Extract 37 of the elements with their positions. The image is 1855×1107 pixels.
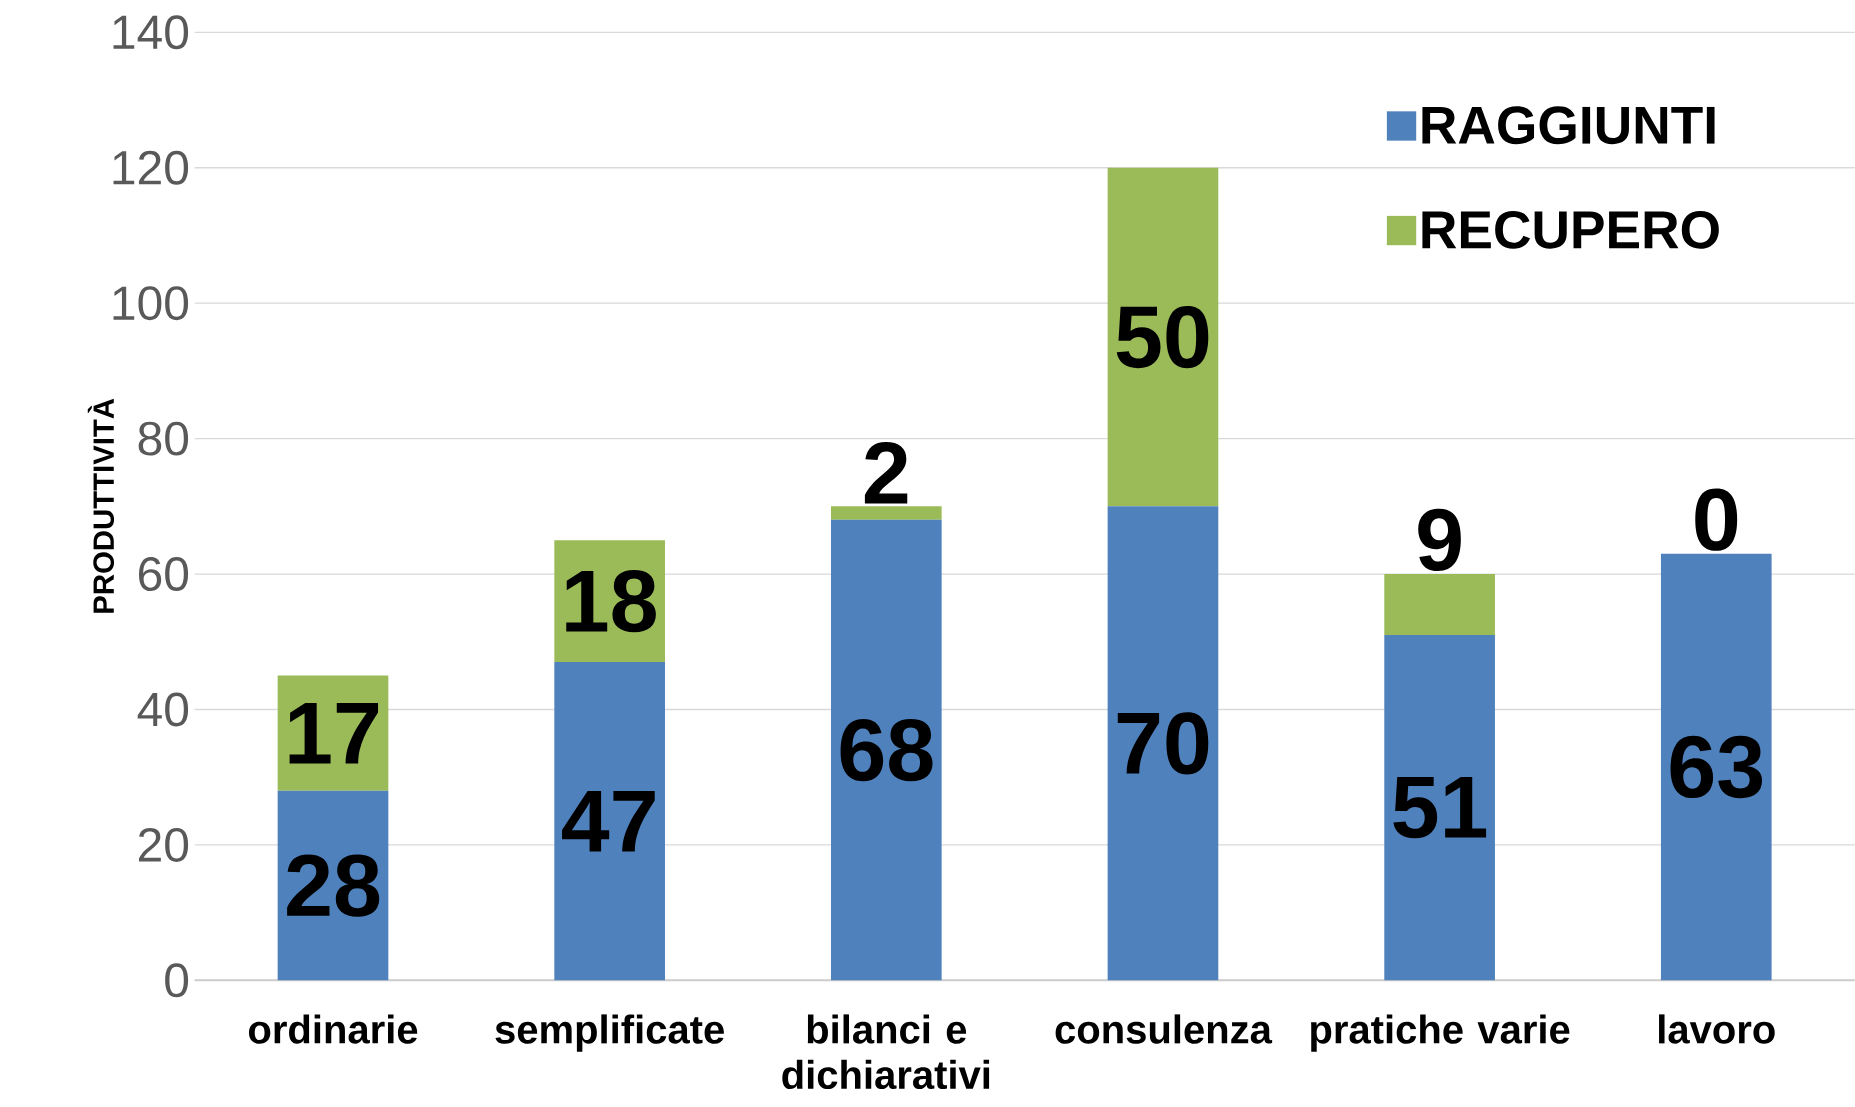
y-tick-label: 100 bbox=[113, 286, 189, 321]
y-tick-label: 140 bbox=[113, 15, 189, 50]
y-tick-label: 80 bbox=[138, 421, 189, 456]
data-label: 2 bbox=[864, 441, 908, 504]
y-axis-title: PRODUTTIVITÀ bbox=[87, 398, 115, 613]
bar bbox=[554, 662, 665, 981]
bar bbox=[1384, 574, 1495, 635]
y-tick-label: 60 bbox=[139, 557, 189, 592]
bar bbox=[1107, 506, 1219, 981]
bar bbox=[830, 519, 942, 981]
bar bbox=[1384, 634, 1495, 981]
data-label: 47 bbox=[562, 790, 655, 852]
data-label: 50 bbox=[1116, 305, 1209, 369]
bar bbox=[830, 506, 942, 520]
data-label: 0 bbox=[1695, 488, 1738, 551]
x-tick-label: semplificate bbox=[495, 1014, 724, 1052]
bar bbox=[1107, 167, 1219, 507]
y-tick-label: 40 bbox=[137, 692, 189, 727]
data-label: 70 bbox=[1117, 712, 1209, 775]
data-label: 28 bbox=[287, 854, 380, 917]
y-tick-label: 0 bbox=[165, 963, 189, 998]
bar bbox=[1660, 553, 1772, 981]
x-tick-label: consulenza bbox=[1055, 1014, 1273, 1044]
x-tick-label: ordinarie bbox=[248, 1014, 418, 1044]
y-tick-label: 20 bbox=[138, 827, 189, 862]
data-label: 68 bbox=[840, 718, 933, 782]
data-label: 63 bbox=[1670, 735, 1763, 799]
y-tick-label: 120 bbox=[113, 150, 189, 185]
legend-label: RAGGIUNTI bbox=[1422, 106, 1715, 145]
data-label: 51 bbox=[1393, 776, 1487, 839]
x-tick-label: bilanci e dichiarativi bbox=[782, 1014, 990, 1090]
x-tick-label: pratiche varie bbox=[1311, 1014, 1570, 1052]
data-label: 18 bbox=[566, 569, 656, 633]
data-label: 17 bbox=[289, 702, 379, 764]
x-tick-label: lavoro bbox=[1659, 1014, 1775, 1044]
data-label: 9 bbox=[1418, 508, 1461, 572]
legend-label: RECUPERO bbox=[1422, 210, 1719, 249]
